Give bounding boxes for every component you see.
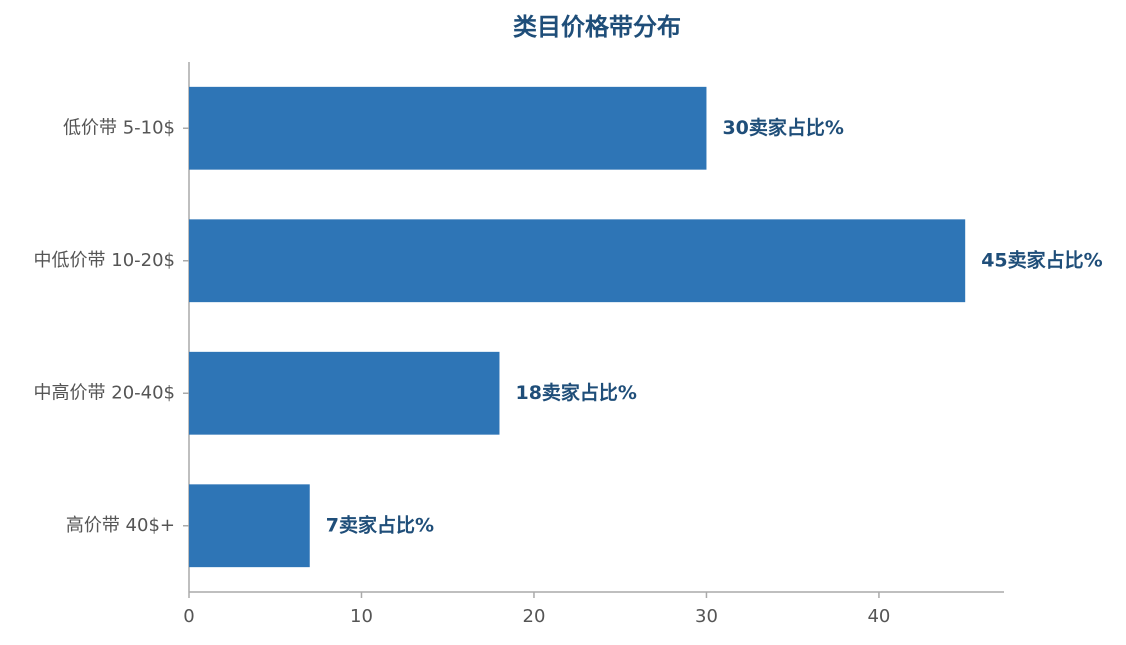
y-tick-label: 中低价带 10-20$ xyxy=(34,250,175,271)
bar xyxy=(189,351,500,435)
value-label: 30卖家占比% xyxy=(722,116,843,139)
x-tick-label: 10 xyxy=(350,606,373,627)
bar xyxy=(189,484,310,568)
bar xyxy=(189,86,707,170)
x-tick-label: 0 xyxy=(183,606,194,627)
bar xyxy=(189,219,966,303)
x-tick-label: 40 xyxy=(867,606,890,627)
x-tick-label: 20 xyxy=(523,606,546,627)
y-tick-label: 低价带 5-10$ xyxy=(63,117,175,138)
value-label: 18卖家占比% xyxy=(515,381,636,404)
y-tick-label: 中高价带 20-40$ xyxy=(34,382,175,403)
value-label: 45卖家占比% xyxy=(981,248,1102,271)
chart-title: 类目价格带分布 xyxy=(513,13,681,41)
x-tick-label: 30 xyxy=(695,606,718,627)
value-label: 7卖家占比% xyxy=(326,513,434,536)
y-tick-label: 高价带 40$+ xyxy=(66,515,175,536)
